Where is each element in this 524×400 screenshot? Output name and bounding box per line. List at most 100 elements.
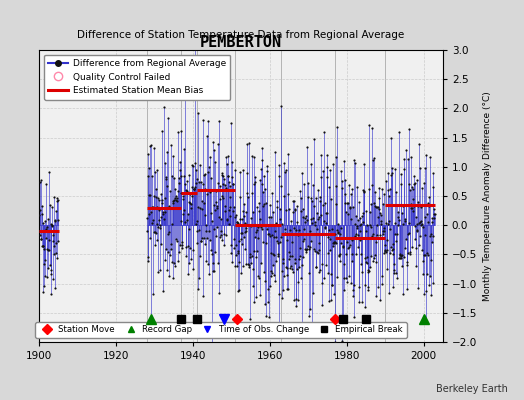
Point xyxy=(239,234,248,240)
Point xyxy=(178,242,187,248)
Point xyxy=(193,204,202,210)
Point xyxy=(365,268,373,274)
Point xyxy=(259,173,268,180)
Point xyxy=(224,152,233,159)
Point xyxy=(410,236,419,242)
Point xyxy=(430,215,438,221)
Point xyxy=(204,169,212,175)
Point xyxy=(341,191,349,197)
Point xyxy=(158,200,166,206)
Point xyxy=(387,135,395,142)
Point xyxy=(265,230,273,237)
Point xyxy=(215,290,223,296)
Point xyxy=(300,181,309,188)
Point xyxy=(199,117,207,124)
Point xyxy=(150,229,158,236)
Point xyxy=(422,319,431,325)
Point xyxy=(154,269,162,275)
Point xyxy=(383,247,391,253)
Point xyxy=(348,286,357,293)
Point xyxy=(273,198,281,204)
Point xyxy=(186,244,194,251)
Point xyxy=(413,227,422,234)
Point xyxy=(171,195,180,201)
Point xyxy=(356,236,364,243)
Point xyxy=(176,242,184,248)
Point xyxy=(381,247,389,253)
Point xyxy=(406,249,414,256)
Point xyxy=(390,260,399,267)
Point xyxy=(387,244,396,250)
Point xyxy=(356,215,365,221)
Point xyxy=(174,258,182,264)
Point xyxy=(225,179,233,185)
Point xyxy=(36,179,45,185)
Point xyxy=(283,265,291,271)
Point xyxy=(219,173,227,180)
Point xyxy=(403,156,412,162)
Point xyxy=(169,200,178,206)
Point xyxy=(145,165,154,172)
Point xyxy=(217,172,226,178)
Point xyxy=(39,243,47,249)
Point xyxy=(386,250,395,256)
Point xyxy=(242,261,250,267)
Point xyxy=(231,214,239,220)
Point xyxy=(249,181,258,187)
Point xyxy=(365,121,374,128)
Point xyxy=(151,169,159,175)
Point xyxy=(274,240,282,247)
Point xyxy=(239,208,247,214)
Point xyxy=(188,162,196,168)
Point xyxy=(428,280,436,286)
Point xyxy=(145,192,154,198)
Point xyxy=(227,120,235,126)
Point xyxy=(318,261,326,267)
Point xyxy=(352,213,360,219)
Point xyxy=(148,204,157,210)
Point xyxy=(45,237,53,244)
Point xyxy=(367,124,376,131)
Point xyxy=(216,234,224,240)
Point xyxy=(36,235,45,242)
Point xyxy=(148,220,157,226)
Point xyxy=(314,186,322,193)
Point xyxy=(275,291,283,297)
Point xyxy=(53,255,61,261)
Point xyxy=(285,256,293,262)
Point xyxy=(357,269,366,276)
Point xyxy=(49,251,58,257)
Point xyxy=(322,210,331,216)
Point xyxy=(198,206,206,212)
Point xyxy=(321,199,330,206)
Point xyxy=(205,154,214,160)
Point xyxy=(227,258,236,265)
Point xyxy=(269,233,278,240)
Point xyxy=(168,173,176,180)
Point xyxy=(249,283,257,289)
Point xyxy=(386,186,394,192)
Point xyxy=(192,176,201,182)
Point xyxy=(376,297,385,303)
Point xyxy=(381,220,390,226)
Point xyxy=(393,275,401,281)
Point xyxy=(263,162,271,169)
Point xyxy=(228,159,236,165)
Point xyxy=(377,218,386,224)
Point xyxy=(202,222,210,228)
Point xyxy=(345,182,353,188)
Point xyxy=(211,207,219,213)
Point xyxy=(241,220,249,226)
Point xyxy=(372,204,380,210)
Point xyxy=(230,204,238,211)
Point xyxy=(293,297,302,303)
Point xyxy=(308,219,316,226)
Point xyxy=(256,260,265,266)
Point xyxy=(252,229,260,235)
Point xyxy=(414,140,423,147)
Point xyxy=(375,206,383,212)
Point xyxy=(53,217,62,224)
Point xyxy=(366,209,374,215)
Point xyxy=(405,180,413,187)
Point xyxy=(335,230,344,237)
